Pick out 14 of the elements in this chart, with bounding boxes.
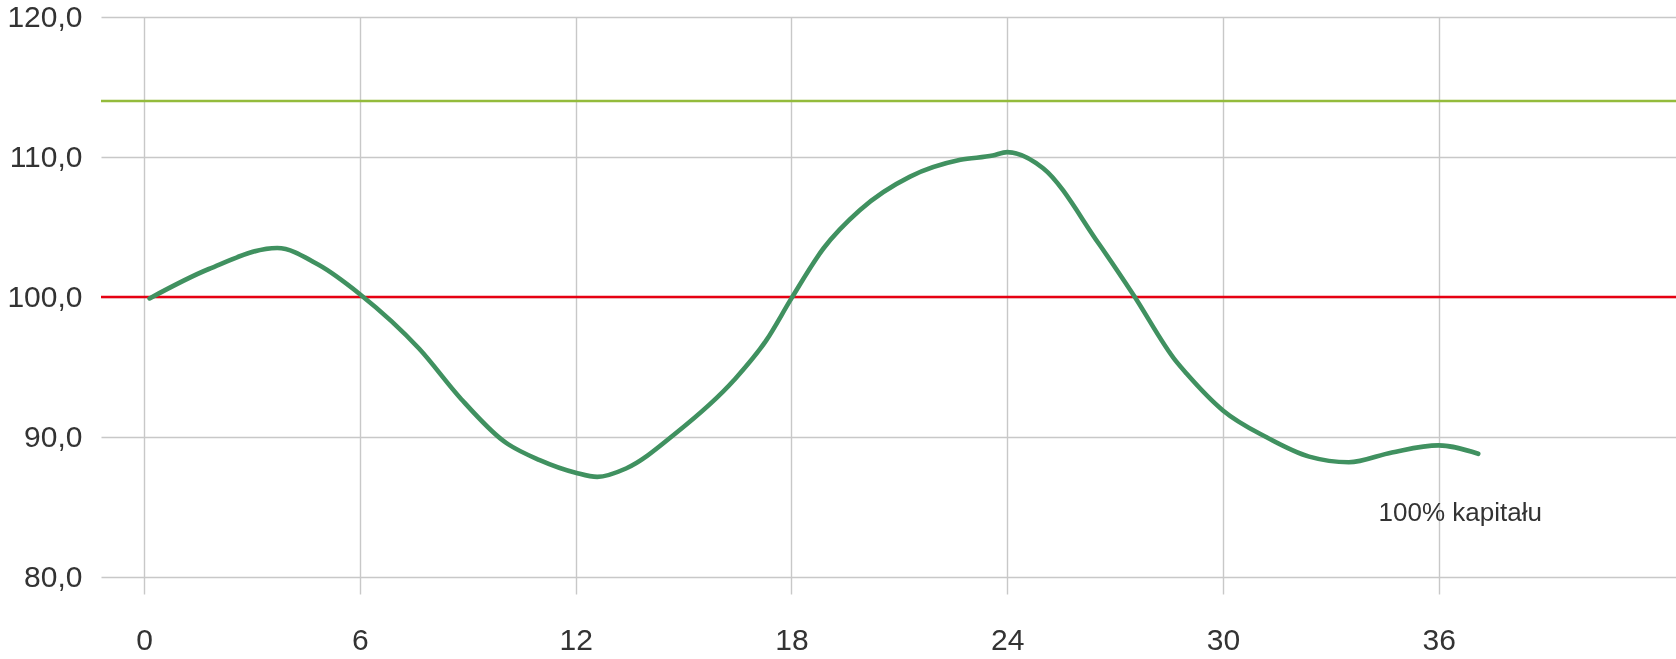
series-label: 100% kapitału <box>1378 496 1542 527</box>
x-tick-label: 0 <box>136 622 153 656</box>
y-tick-label: 110,0 <box>9 139 83 173</box>
x-tick-label: 18 <box>775 622 809 656</box>
x-tick-label: 36 <box>1422 622 1456 656</box>
x-tick-label: 30 <box>1206 622 1241 656</box>
y-tick-label: 120,0 <box>7 0 83 33</box>
x-tick-label: 6 <box>352 622 369 656</box>
y-tick-label: 100,0 <box>7 279 83 313</box>
x-tick-label: 12 <box>559 622 593 656</box>
x-tick-label: 24 <box>990 622 1025 656</box>
line-series <box>147 149 1481 480</box>
y-tick-label: 90,0 <box>24 419 83 453</box>
y-tick-label: 80,0 <box>24 559 83 593</box>
